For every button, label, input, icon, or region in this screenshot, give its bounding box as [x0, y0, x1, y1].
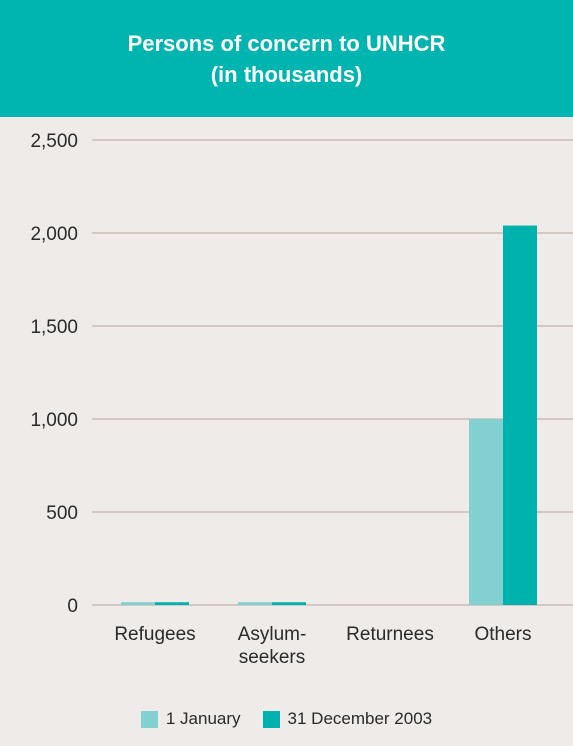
y-axis-tick-labels: 0 500 1,000 1,500 2,000 2,500: [30, 131, 78, 617]
y-tick-label: 1,000: [30, 410, 78, 431]
y-tick-label: 500: [46, 503, 78, 524]
legend: 1 January 31 December 2003: [0, 706, 573, 732]
chart-header: Persons of concern to UNHCR (in thousand…: [0, 0, 573, 117]
legend-item: 1 January: [140, 709, 241, 729]
category-label: Refugees: [114, 624, 195, 645]
bar-jan-1: [238, 602, 272, 605]
bars: [121, 225, 537, 605]
bar-jan-0: [121, 602, 155, 605]
y-tick-label: 0: [67, 596, 78, 617]
legend-swatch: [262, 710, 280, 728]
bar-dec-3: [503, 225, 537, 605]
legend-label: 31 December 2003: [287, 709, 433, 728]
y-tick-label: 2,500: [30, 131, 78, 152]
legend-label: 1 January: [165, 709, 241, 728]
y-tick-label: 2,000: [30, 224, 78, 245]
category-label: Others: [474, 624, 531, 645]
legend-swatch: [140, 710, 158, 728]
y-tick-label: 1,500: [30, 317, 78, 338]
bar-dec-0: [155, 602, 189, 605]
bar-chart: 0 500 1,000 1,500 2,000 2,500 Refugees Asylum-…: [30, 131, 573, 668]
category-label: Asylum-seekers: [238, 624, 307, 668]
x-axis-category-labels: Refugees Asylum-seekers Returnees Others: [114, 624, 531, 668]
legend-item: 31 December 2003: [262, 709, 433, 729]
category-label: Returnees: [346, 624, 434, 645]
chart-title-line-1: Persons of concern to UNHCR: [127, 30, 446, 56]
chart-title-line-2: (in thousands): [210, 61, 363, 87]
bar-jan-3: [469, 419, 503, 605]
bar-dec-1: [272, 602, 306, 605]
